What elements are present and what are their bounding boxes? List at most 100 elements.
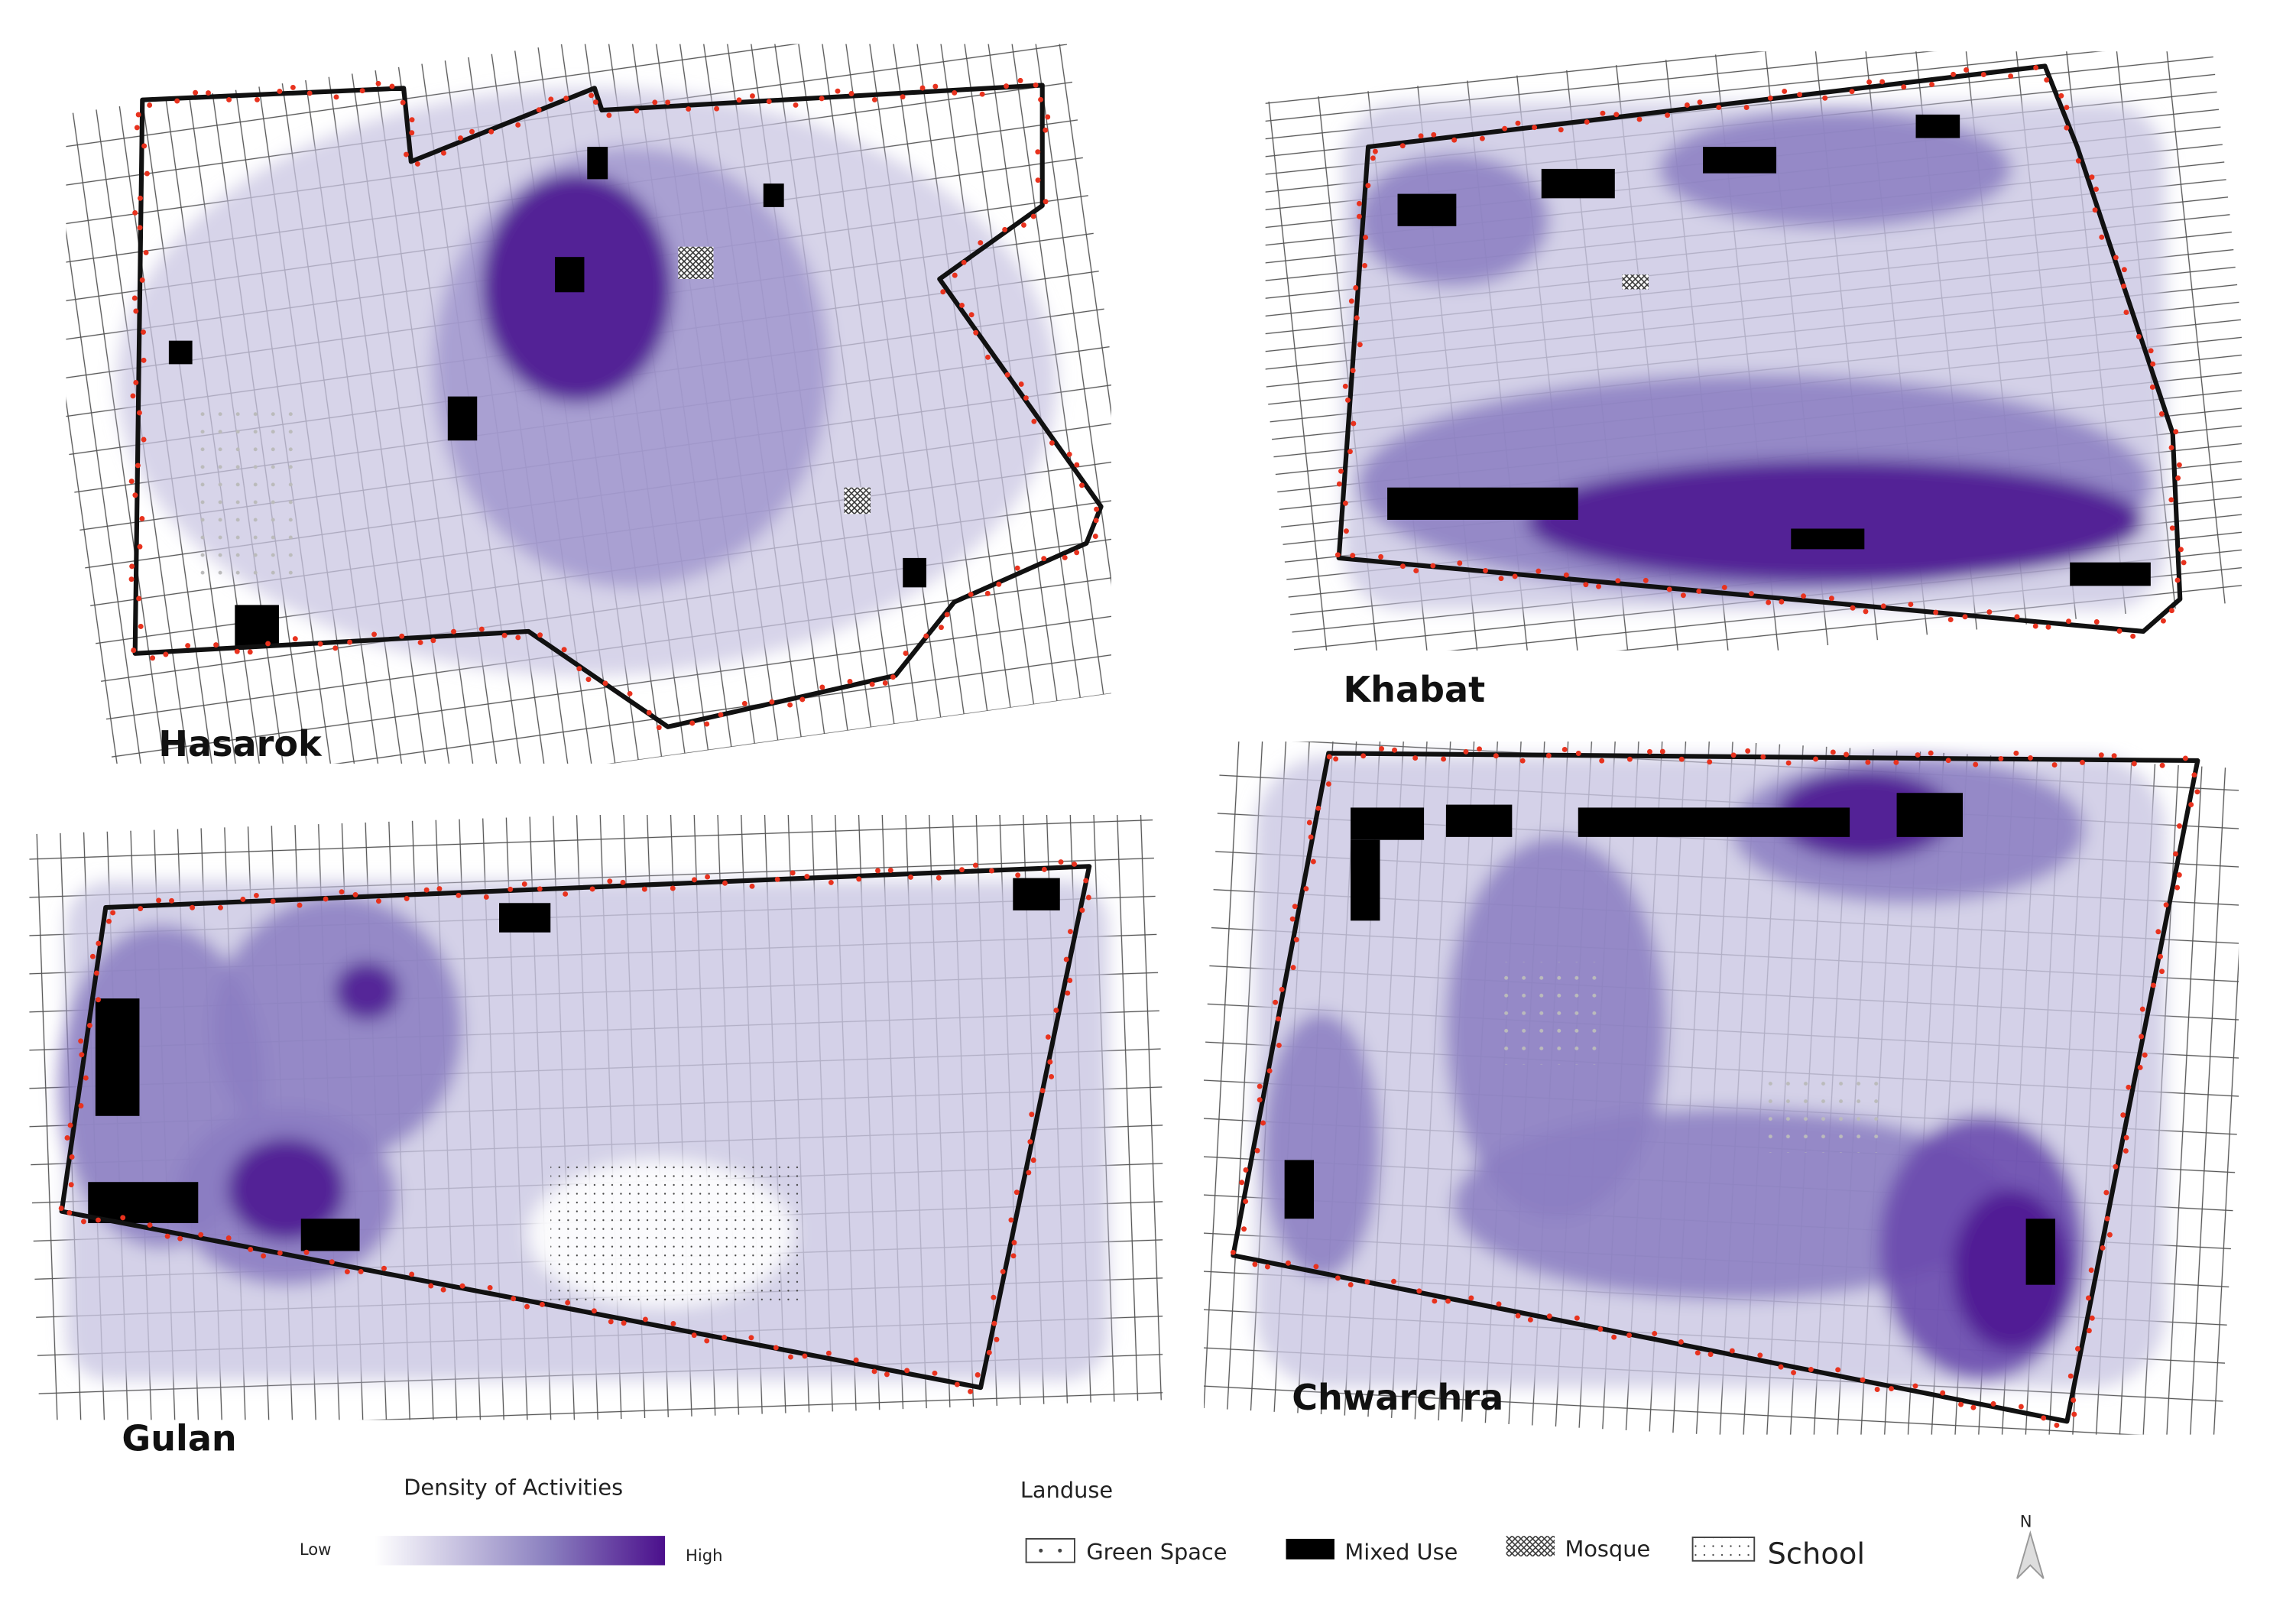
activity-point	[1743, 105, 1750, 110]
legend-item: School	[1768, 1537, 1866, 1572]
activity-point	[218, 904, 223, 910]
activity-point	[988, 868, 994, 874]
activity-point	[206, 90, 211, 96]
activity-point	[1418, 133, 1424, 139]
activity-point	[923, 633, 929, 639]
activity-point	[2135, 333, 2142, 339]
activity-points	[1334, 65, 2187, 639]
activity-point	[621, 1320, 627, 1326]
activity-point	[1519, 758, 1526, 764]
activity-point	[602, 680, 608, 686]
activity-point	[1030, 1157, 1036, 1164]
activity-point	[1615, 578, 1621, 584]
activity-point	[2174, 577, 2181, 583]
activity-point	[1372, 148, 1378, 154]
activity-point	[692, 877, 697, 883]
activity-point	[1874, 1387, 1880, 1392]
mixed-use-block	[2025, 1219, 2056, 1285]
activity-point	[1079, 907, 1085, 914]
activity-point	[2188, 802, 2194, 807]
activity-point	[106, 918, 112, 924]
activity-point	[136, 596, 142, 602]
activity-point	[787, 1354, 793, 1360]
activity-point	[591, 1308, 597, 1314]
activity-point	[890, 674, 896, 680]
activity-point	[1243, 1167, 1249, 1173]
activity-point	[2159, 762, 2165, 768]
activity-point	[515, 634, 521, 641]
activity-point	[1696, 588, 1702, 594]
density-gradient-bar	[374, 1536, 666, 1566]
activity-point	[96, 997, 102, 1003]
activity-point	[1678, 1339, 1684, 1345]
density-mid	[1659, 110, 2012, 228]
activity-point	[225, 1235, 232, 1241]
activity-point	[1333, 756, 1339, 762]
mixed-use-block	[763, 183, 784, 207]
activity-point	[2131, 761, 2137, 767]
activity-point	[297, 902, 303, 908]
activity-point	[1018, 381, 1024, 387]
activity-point	[1512, 573, 1518, 579]
activity-point	[1066, 451, 1072, 457]
activity-point	[1360, 753, 1367, 759]
activity-point	[1313, 1264, 1319, 1270]
mosque-swatch	[1506, 1536, 1555, 1557]
activity-point	[1626, 756, 1633, 762]
activity-point	[511, 1296, 517, 1302]
activity-point	[968, 1388, 974, 1394]
activity-point	[819, 96, 825, 102]
activity-point	[329, 1259, 335, 1265]
activity-point	[2158, 411, 2165, 417]
activity-point	[1058, 859, 1064, 865]
activity-point	[787, 702, 793, 708]
activity-point	[1558, 127, 1564, 133]
activity-point	[389, 83, 395, 89]
activity-point	[2121, 267, 2127, 273]
activity-point	[1363, 235, 1369, 241]
mosque	[678, 246, 714, 279]
activity-point	[875, 868, 880, 874]
activity-point	[900, 94, 906, 100]
boundary	[1336, 63, 2183, 634]
activity-point	[952, 272, 958, 278]
activity-point	[441, 150, 446, 156]
activity-point	[2098, 752, 2104, 758]
activity-point	[141, 143, 148, 149]
activity-point	[2126, 1084, 2132, 1090]
activity-point	[975, 1372, 981, 1378]
activity-point	[1779, 599, 1785, 605]
activity-point	[1053, 1008, 1059, 1014]
activity-point	[1000, 1268, 1006, 1274]
boundary	[132, 83, 1104, 729]
activity-point	[417, 639, 423, 645]
activity-point	[665, 99, 671, 105]
activity-point	[1659, 748, 1665, 755]
activity-point	[247, 649, 253, 655]
activity-point	[1990, 1400, 1996, 1407]
activity-point	[1880, 603, 1886, 609]
activity-point	[749, 93, 755, 99]
activity-point	[536, 107, 542, 113]
activity-point	[2142, 1052, 2148, 1058]
activity-point	[2150, 982, 2156, 988]
activity-point	[1813, 756, 1819, 762]
activity-point	[193, 89, 199, 96]
activity-point	[423, 887, 430, 893]
activity-point	[642, 1316, 648, 1323]
activity-point	[1893, 759, 1899, 765]
school-swatch	[1691, 1537, 1756, 1562]
activity-point	[459, 1283, 465, 1289]
activity-point	[1273, 999, 1279, 1005]
activity-point	[704, 721, 710, 727]
activity-point	[2139, 1034, 2145, 1040]
activity-point	[620, 879, 626, 885]
activity-point	[1338, 468, 1344, 474]
mosque	[844, 487, 871, 514]
activity-point	[766, 99, 772, 105]
activity-point	[1970, 1404, 1977, 1410]
activity-point	[1748, 591, 1754, 597]
activity-point	[1849, 89, 1855, 95]
activity-point	[2137, 1064, 2143, 1070]
activity-point	[2123, 1134, 2129, 1141]
